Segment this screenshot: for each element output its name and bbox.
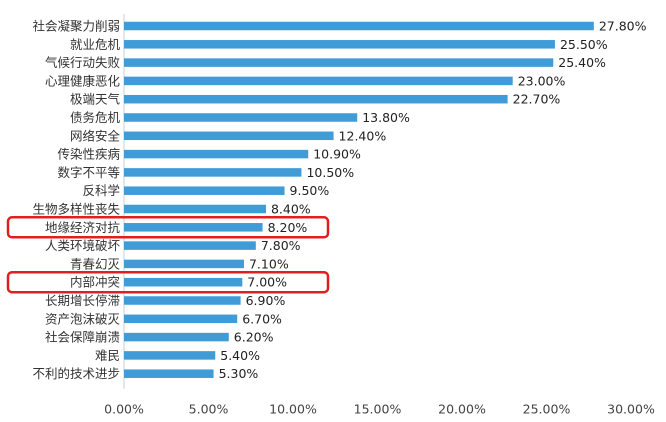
x-tick-label: 30.00% xyxy=(607,402,655,417)
category-label: 就业危机 xyxy=(70,37,121,52)
data-label: 6.20% xyxy=(234,330,274,345)
data-label: 5.40% xyxy=(220,348,260,363)
data-label: 25.50% xyxy=(560,37,608,52)
bar xyxy=(124,241,256,250)
bar xyxy=(124,131,334,141)
bar xyxy=(124,94,508,104)
bar xyxy=(124,314,238,324)
data-label: 13.80% xyxy=(362,110,410,125)
data-label: 8.40% xyxy=(271,202,311,217)
category-label: 人类环境破坏 xyxy=(45,238,121,253)
bar xyxy=(124,168,302,177)
x-tick-label: 10.00% xyxy=(269,402,317,417)
data-label: 23.00% xyxy=(518,73,566,88)
category-label: 气候行动失败 xyxy=(45,55,121,70)
data-label: 7.10% xyxy=(249,256,289,271)
x-tick-label: 20.00% xyxy=(438,402,486,417)
category-label: 资产泡沫破灭 xyxy=(45,311,121,326)
highlight-layer xyxy=(6,216,330,294)
category-label: 生物多样性丧失 xyxy=(32,202,120,217)
category-label: 心理健康恶化 xyxy=(45,73,121,88)
bar xyxy=(124,277,243,287)
data-label: 10.50% xyxy=(306,165,354,180)
x-tick-label: 0.00% xyxy=(104,402,144,417)
category-label: 长期增长停滞 xyxy=(45,293,120,308)
data-label: 25.40% xyxy=(558,55,606,70)
x-tick-label: 15.00% xyxy=(354,402,402,417)
bar xyxy=(124,21,594,31)
bar xyxy=(124,204,266,214)
bar xyxy=(124,223,263,232)
category-label: 社会凝聚力削弱 xyxy=(32,19,120,34)
bar xyxy=(124,369,214,378)
category-label: 反科学 xyxy=(82,183,120,198)
data-label: 7.00% xyxy=(247,275,287,290)
bar xyxy=(124,113,358,122)
highlight-box xyxy=(6,270,330,294)
data-label: 8.20% xyxy=(268,220,308,235)
category-label: 难民 xyxy=(95,348,120,363)
data-label: 10.90% xyxy=(313,147,361,162)
data-label: 12.40% xyxy=(339,128,387,143)
bar xyxy=(124,40,555,49)
x-tick-label: 5.00% xyxy=(189,402,229,417)
data-label: 6.70% xyxy=(242,311,282,326)
data-label: 7.80% xyxy=(261,238,301,253)
category-label: 地缘经济对抗 xyxy=(45,220,121,235)
data-label: 27.80% xyxy=(599,19,647,34)
category-label: 数字不平等 xyxy=(57,165,120,180)
data-label: 9.50% xyxy=(290,183,330,198)
data-label: 6.90% xyxy=(246,293,286,308)
category-label: 网络安全 xyxy=(70,128,121,143)
x-tick-label: 25.00% xyxy=(523,402,571,417)
category-label: 不利的技术进步 xyxy=(32,366,120,381)
category-label: 极端天气 xyxy=(70,92,121,107)
labels-layer: 社会凝聚力削弱 27.80% 就业危机 25.50% 气候行动失败 25.40% 心理健康恶… xyxy=(32,19,654,417)
category-label: 传染性疾病 xyxy=(57,147,120,162)
bar xyxy=(124,58,554,67)
bar xyxy=(124,186,285,195)
category-label: 青春幻灭 xyxy=(70,256,121,271)
bar xyxy=(124,149,309,159)
data-label: 22.70% xyxy=(513,92,561,107)
bar xyxy=(124,76,513,86)
highlight-box xyxy=(6,216,330,239)
data-label: 5.30% xyxy=(219,366,259,381)
bar xyxy=(124,259,244,269)
category-label: 社会保障崩溃 xyxy=(45,330,120,345)
category-label: 内部冲突 xyxy=(70,275,120,290)
category-label: 债务危机 xyxy=(70,110,121,125)
bar xyxy=(124,351,216,360)
bar xyxy=(124,332,229,342)
bars-layer xyxy=(124,21,594,378)
bar xyxy=(124,296,241,305)
